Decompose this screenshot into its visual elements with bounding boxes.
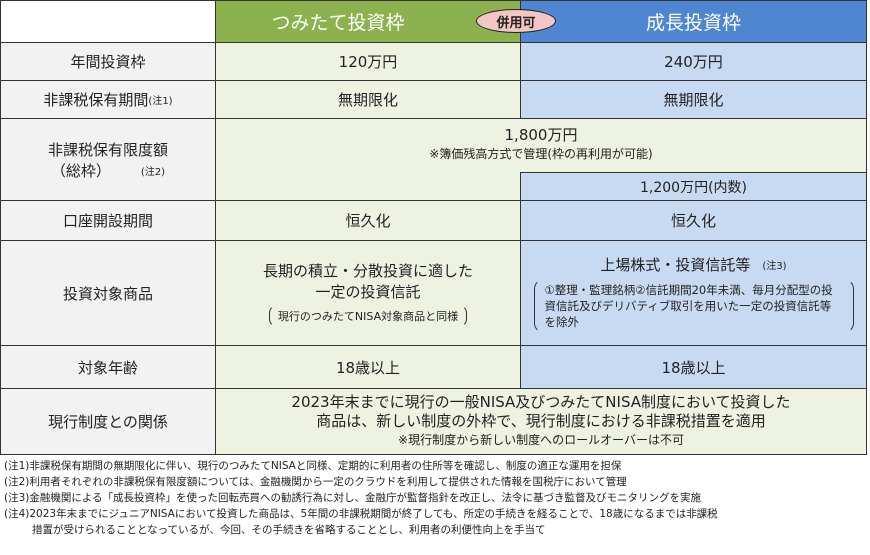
relation-line3: ※現行制度から新しい制度へのロールオーバーは不可 <box>398 433 684 447</box>
period-label: 非課税保有期間 <box>43 91 149 109</box>
products-tsumitate-line1: 長期の積立・分散投資に適した <box>262 261 473 280</box>
age-growth: 18歳以上 <box>520 345 867 389</box>
products-growth-main: 上場株式・投資信託等 <box>600 255 751 274</box>
annual-growth: 240万円 <box>520 42 867 81</box>
relation-line1: 2023年末までに現行の一般NISA及びつみたてNISA制度において投資した <box>291 393 791 411</box>
combined-use-badge: 併用可 <box>476 9 556 33</box>
footnote-2: (注2)利用者それぞれの非課税保有限度額については、金融機関から一定のクラウドを… <box>4 476 627 488</box>
period-tsumitate: 無期限化 <box>215 80 521 119</box>
header-tsumitate: つみたて投資枠 <box>215 0 521 43</box>
limit-total: 1,800万円 <box>504 126 578 144</box>
products-tsumitate: 長期の積立・分散投資に適した 一定の投資信託 現行のつみたてNISA対象商品と同… <box>215 240 521 346</box>
relation-line2: 商品は、新しい制度の外枠で、現行制度における非課税措置を適用 <box>316 412 766 430</box>
products-growth: 上場株式・投資信託等 (注3) ①整理・監理銘柄②信託期間20年未満、毎月分配型の… <box>520 240 867 346</box>
footnote-3: (注3)金融機関による「成長投資枠」を使った回転売買への勧誘行為に対し、金融庁が… <box>4 492 702 504</box>
row-label-products: 投資対象商品 <box>0 240 216 346</box>
products-tsumitate-note: 現行のつみたてNISA対象商品と同様 <box>268 304 468 327</box>
limit-label-total: （総枠） <box>50 161 111 180</box>
row-label-period: 非課税保有期間 (注1) <box>0 80 216 119</box>
header-growth: 成長投資枠 <box>520 0 867 43</box>
products-tsumitate-line2: 一定の投資信託 <box>315 282 421 301</box>
footnote-4-continued: 措置が受けられることとなっているが、今回、その手続きを省略することとし、利用者の… <box>32 524 546 536</box>
limit-total-note: ※簿価残高方式で管理(枠の再利用が可能) <box>429 147 653 161</box>
footnote-1: (注1)非課税保有期間の無期限化に伴い、現行のつみたてNISAと同様、定期的に利… <box>4 460 622 472</box>
row-label-relation: 現行制度との関係 <box>0 388 216 455</box>
products-growth-note-ref: (注3) <box>762 260 787 272</box>
annual-tsumitate: 120万円 <box>215 42 521 81</box>
limit-note-ref: (注2) <box>140 166 166 178</box>
limit-label: 非課税保有限度額 <box>47 140 168 159</box>
header-growth-label: 成長投資枠 <box>645 12 741 34</box>
age-tsumitate: 18歳以上 <box>215 345 521 389</box>
products-growth-exclusions: ①整理・監理銘柄②信託期間20年未満、毎月分配型の投資信託及びデリバティブ取引を… <box>533 278 854 333</box>
limit-growth: 1,200万円(内数) <box>520 172 867 201</box>
row-label-annual: 年間投資枠 <box>0 42 216 81</box>
footnote-4: (注4)2023年末までにジュニアNISAにおいて投資した商品は、5年間の非課税… <box>4 508 718 520</box>
period-growth: 無期限化 <box>520 80 867 119</box>
row-label-account: 口座開設期間 <box>0 200 216 241</box>
header-tsumitate-label: つみたて投資枠 <box>271 12 405 34</box>
row-label-limit: 非課税保有限度額 （総枠） (注2) <box>0 118 216 201</box>
period-note-ref: (注1) <box>148 96 173 107</box>
relation-cell: 2023年末までに現行の一般NISA及びつみたてNISA制度において投資した 商… <box>215 388 867 455</box>
header-corner <box>0 0 216 43</box>
account-tsumitate: 恒久化 <box>215 200 521 241</box>
footnotes: (注1)非課税保有期間の無期限化に伴い、現行のつみたてNISAと同様、定期的に利… <box>4 458 866 538</box>
account-growth: 恒久化 <box>520 200 867 241</box>
row-label-age: 対象年齢 <box>0 345 216 389</box>
